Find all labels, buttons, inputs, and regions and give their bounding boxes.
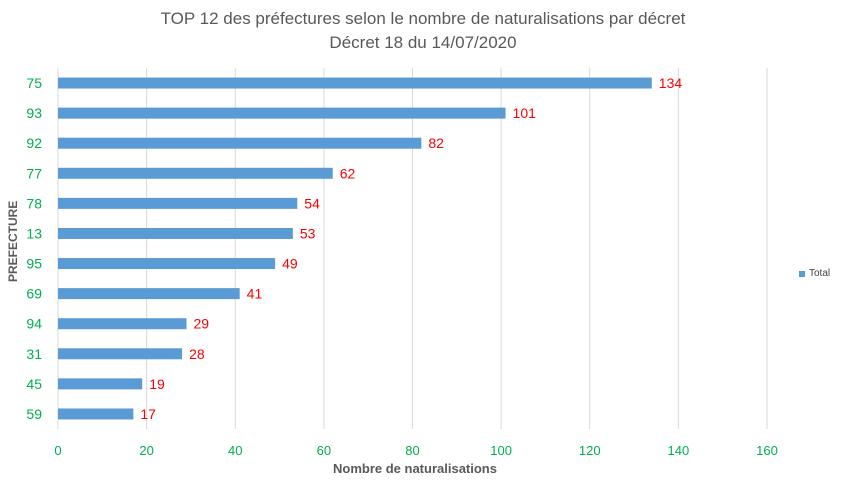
- category-label: 45: [26, 376, 42, 392]
- x-tick-label: 140: [668, 443, 690, 458]
- data-label: 41: [247, 286, 263, 302]
- bar: [58, 408, 134, 420]
- data-label: 54: [304, 195, 320, 211]
- x-tick-label: 100: [490, 443, 512, 458]
- data-label: 28: [189, 346, 205, 362]
- category-label: 13: [26, 225, 42, 241]
- data-label: 62: [340, 165, 356, 181]
- bar: [58, 227, 293, 239]
- data-label: 17: [140, 406, 156, 422]
- data-label: 53: [300, 225, 316, 241]
- x-tick-label: 160: [756, 443, 778, 458]
- data-label: 29: [194, 316, 210, 332]
- bar: [58, 288, 240, 300]
- category-label: 59: [26, 406, 42, 422]
- x-tick-label: 20: [139, 443, 153, 458]
- data-label: 101: [513, 105, 537, 121]
- x-axis-label: Nombre de naturalisations: [333, 461, 497, 476]
- bar: [58, 258, 276, 270]
- x-tick-label: 40: [228, 443, 242, 458]
- bar: [58, 348, 183, 360]
- x-tick-label: 0: [54, 443, 61, 458]
- bar: [58, 107, 506, 119]
- category-label: 78: [26, 195, 42, 211]
- category-label: 93: [26, 105, 42, 121]
- x-tick-label: 120: [579, 443, 601, 458]
- bar: [58, 197, 298, 209]
- bar: [58, 137, 422, 149]
- data-label: 49: [282, 256, 298, 272]
- legend-swatch: [799, 270, 805, 277]
- chart-subtitle: Décret 18 du 14/07/2020: [329, 33, 517, 52]
- category-label: 75: [26, 75, 42, 91]
- chart-title: TOP 12 des préfectures selon le nombre d…: [160, 9, 686, 28]
- legend: Total: [799, 268, 830, 279]
- x-tick-label: 60: [317, 443, 331, 458]
- category-label: 69: [26, 286, 42, 302]
- category-label: 94: [26, 316, 42, 332]
- bar: [58, 318, 187, 330]
- legend-label: Total: [809, 268, 831, 279]
- bar: [58, 77, 652, 89]
- bar: [58, 167, 333, 179]
- data-label: 19: [149, 376, 165, 392]
- x-tick-label: 80: [405, 443, 419, 458]
- bar: [58, 378, 143, 390]
- data-label: 82: [428, 135, 444, 151]
- category-label: 77: [26, 165, 42, 181]
- category-label: 92: [26, 135, 42, 151]
- category-label: 31: [26, 346, 42, 362]
- data-label: 134: [659, 75, 683, 91]
- category-label: 95: [26, 256, 42, 272]
